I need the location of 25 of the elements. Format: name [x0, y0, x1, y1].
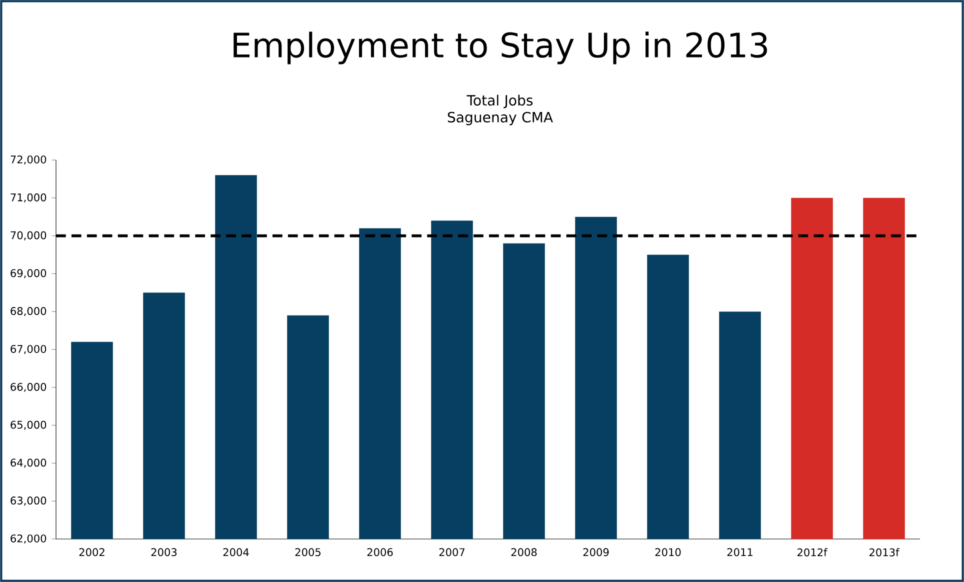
y-tick-label: 65,000 — [10, 420, 46, 430]
x-tick-label: 2003 — [151, 548, 177, 556]
x-tick-label: 2011 — [727, 548, 752, 556]
y-tick-label: 64,000 — [10, 458, 46, 468]
x-tick-label: 2004 — [223, 548, 249, 556]
y-tick-label: 62,000 — [10, 534, 46, 544]
x-tick-label: 2010 — [655, 548, 681, 556]
x-tick-label: 2005 — [295, 548, 320, 556]
y-tick-label: 67,000 — [10, 344, 46, 354]
x-tick-label: 2013f — [870, 548, 900, 556]
y-tick-label: 72,000 — [10, 155, 46, 165]
y-tick-label: 63,000 — [10, 496, 46, 506]
chart-title: Employment to Stay Up in 2013 — [234, 32, 767, 64]
y-tick-label: 70,000 — [10, 231, 46, 240]
y-tick-label: 68,000 — [10, 307, 46, 316]
x-tick-label: 2002 — [79, 548, 104, 556]
y-tick-label: 66,000 — [10, 382, 46, 392]
y-tick-label: 71,000 — [10, 193, 46, 202]
x-tick-label: 2012f — [798, 548, 828, 556]
x-tick-label: 2007 — [439, 548, 465, 556]
x-tick-label: 2006 — [367, 548, 393, 556]
y-tick-label: 69,000 — [10, 269, 46, 278]
x-tick-label: 2009 — [583, 548, 609, 556]
x-tick-label: 2008 — [511, 548, 537, 556]
chart-subtitle: Total Jobs Saguenay CMA — [448, 94, 553, 126]
